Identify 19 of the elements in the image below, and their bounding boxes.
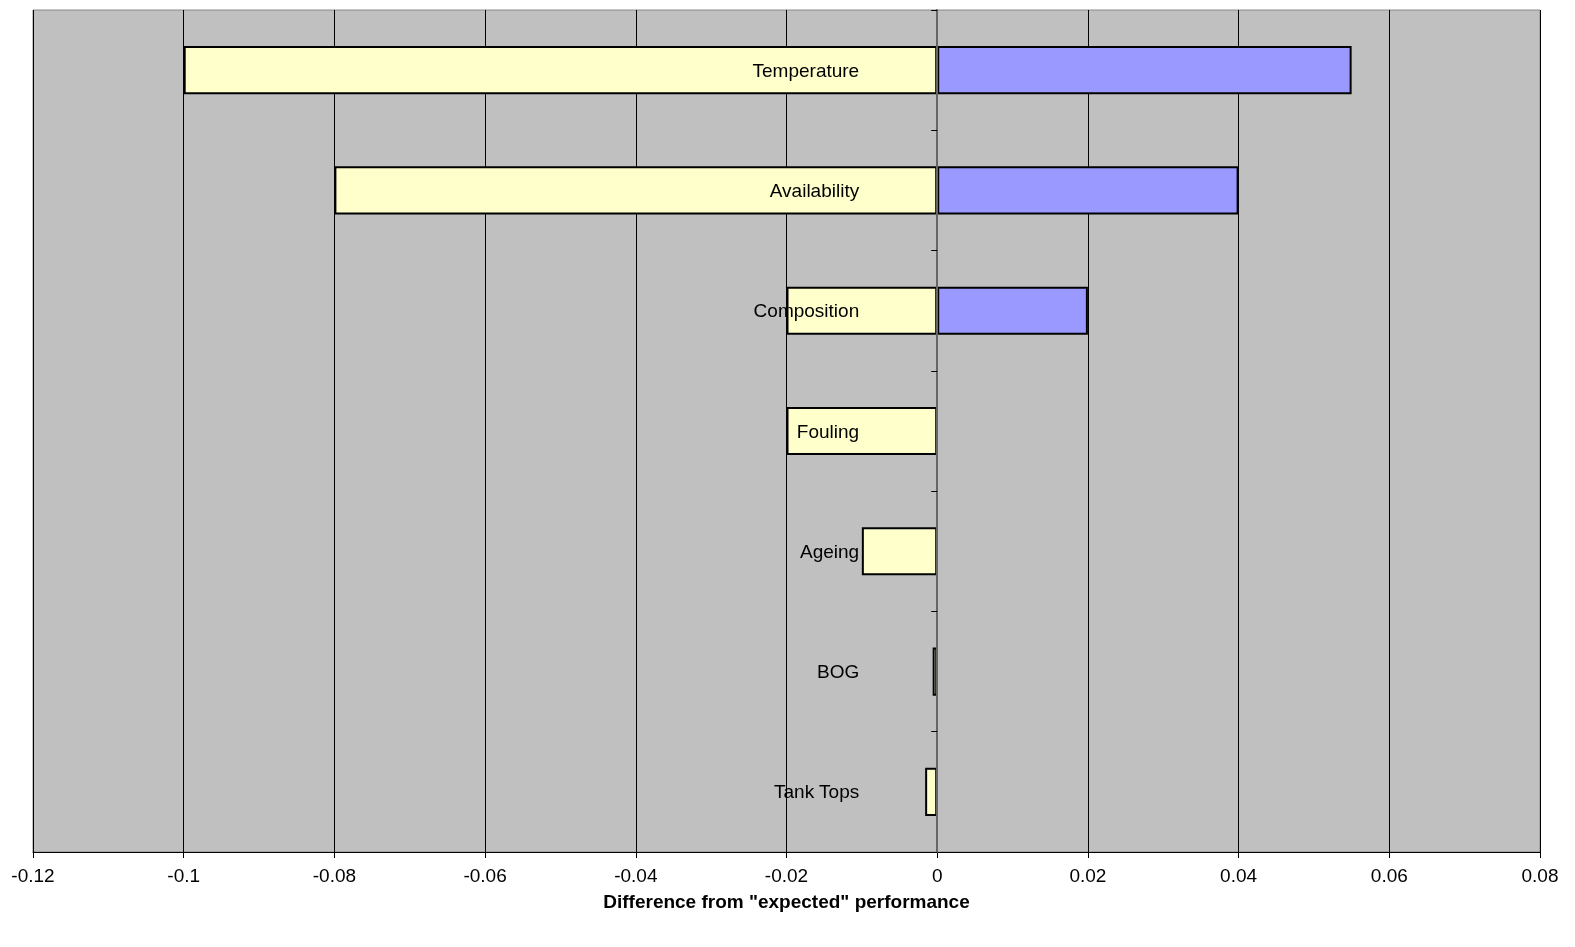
x-tick-label: -0.04 <box>614 865 658 886</box>
bar <box>925 767 938 816</box>
x-tick-label: -0.12 <box>11 865 55 886</box>
y-tick-label: Availability <box>769 179 860 201</box>
bar <box>861 527 938 576</box>
x-tick-label: 0 <box>931 865 943 886</box>
x-tick-label: 0.02 <box>1069 865 1107 886</box>
x-tick-label: -0.02 <box>764 865 809 886</box>
y-tick-label: Fouling <box>796 420 860 442</box>
y-tick-label: Temperature <box>752 59 860 81</box>
x-axis-title: Difference from "expected" performance <box>603 891 970 912</box>
x-tick-label: -0.1 <box>167 865 201 886</box>
x-tick-label: -0.06 <box>463 865 507 886</box>
x-tick-label: -0.08 <box>312 865 357 886</box>
y-tick-label: Ageing <box>800 540 860 562</box>
y-tick-label: BOG <box>816 661 860 683</box>
x-tick-label: 0.06 <box>1370 865 1408 886</box>
x-tick-label: 0.08 <box>1521 865 1559 886</box>
x-tick-label: 0.04 <box>1220 865 1258 886</box>
